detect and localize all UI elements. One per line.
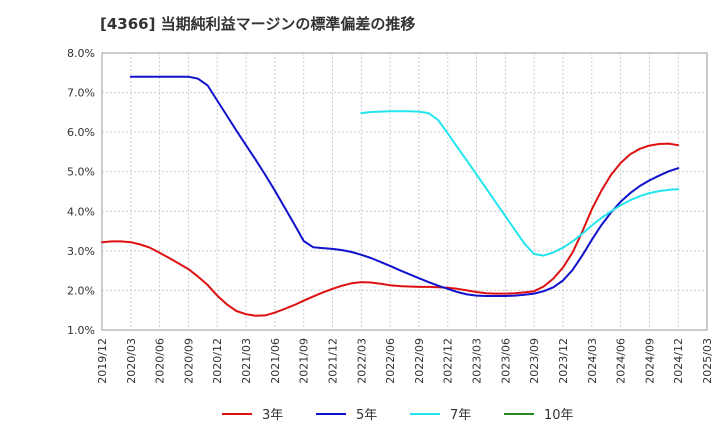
plot-area [101,52,708,331]
x-tick-label: 2022/09 [413,338,426,384]
y-tick-label: 6.0% [67,126,95,139]
legend-label: 10年 [544,408,574,423]
legend-label: 5年 [356,408,377,423]
x-tick-label: 2022/06 [384,338,397,384]
x-tick-label: 2021/03 [240,338,253,384]
horizontal-gridlines [102,92,707,291]
x-axis-tick-labels: 2019/12 2020/03 2020/06 2020/09 2020/12 2021/… [96,338,714,384]
x-tick-label: 2023/12 [557,338,570,384]
x-tick-label: 2024/12 [672,338,685,384]
x-tick-label: 2024/06 [615,338,628,384]
y-tick-label: 1.0% [67,324,95,337]
x-tick-label: 2022/12 [442,338,455,384]
legend-label: 7年 [450,408,471,423]
y-tick-label: 3.0% [67,245,95,258]
y-tick-label: 7.0% [67,87,95,100]
x-tick-label: 2024/03 [586,338,599,384]
x-tick-label: 2023/03 [471,338,484,384]
x-tick-label: 2022/03 [355,338,368,384]
chart-title: [4366] 当期純利益マージンの標準偏差の推移 [100,15,415,33]
x-tick-label: 2025/03 [701,338,714,384]
series-line-7年 [360,110,680,257]
x-tick-label: 2021/06 [269,338,282,384]
legend-label: 3年 [262,408,283,423]
y-tick-label: 8.0% [67,47,95,60]
x-tick-label: 2020/06 [154,338,167,384]
x-tick-label: 2023/06 [499,338,512,384]
series-line-3年 [101,142,680,317]
x-tick-label: 2023/09 [528,338,541,384]
legend: 3年 5年 7年 10年 [222,408,574,423]
x-tick-label: 2021/09 [298,338,311,384]
series-line-5年 [129,75,680,297]
y-tick-label: 4.0% [67,205,95,218]
x-tick-label: 2020/03 [125,338,138,384]
x-tick-label: 2019/12 [96,338,109,384]
y-tick-label: 5.0% [67,166,95,179]
x-tick-label: 2024/09 [643,338,656,384]
y-tick-label: 2.0% [67,284,95,297]
x-tick-label: 2020/09 [182,338,195,384]
x-tick-label: 2021/12 [326,338,339,384]
series-lines [101,75,680,317]
y-axis-tick-labels: 1.0% 2.0% 3.0% 4.0% 5.0% 6.0% 7.0% 8.0% [67,47,95,337]
x-tick-label: 2020/12 [211,338,224,384]
